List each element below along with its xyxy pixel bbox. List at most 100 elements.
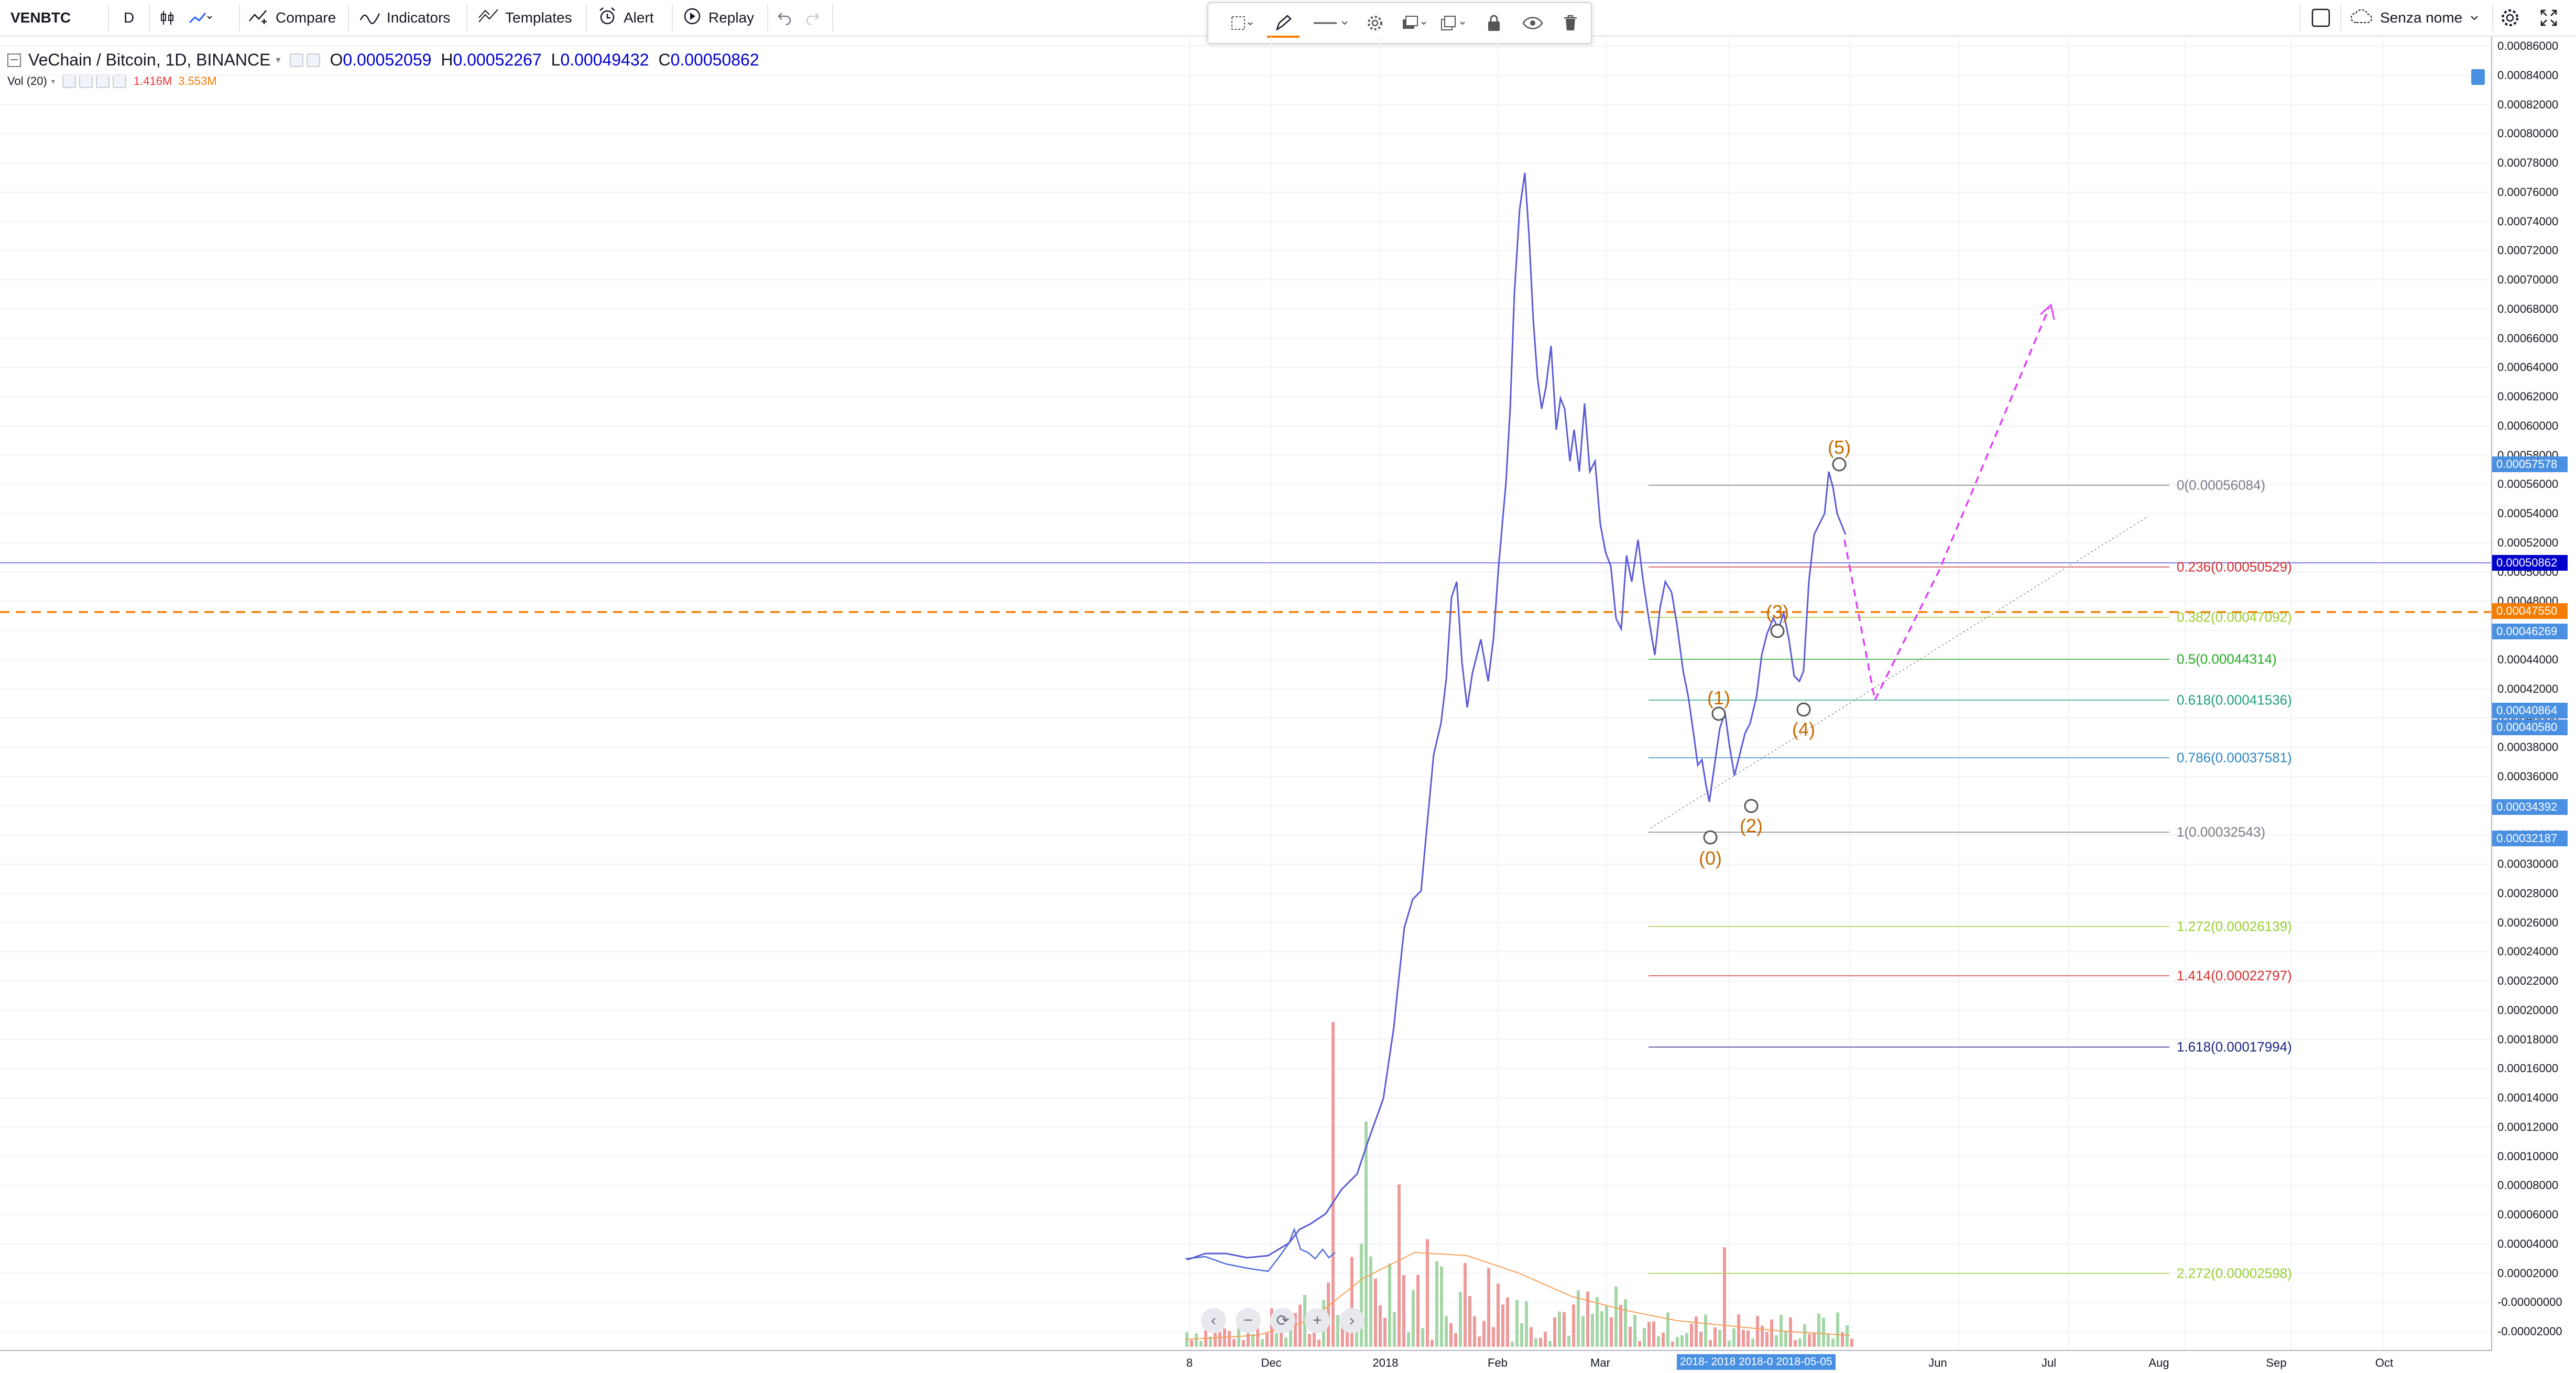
series-title[interactable]: VeChain / Bitcoin, 1D, BINANCE [28, 50, 271, 69]
volume-bar [1421, 1328, 1424, 1347]
wave-point-handle[interactable] [1832, 457, 1847, 472]
time-axis[interactable]: 2018- 2018 2018-0 2018-05-05 8 Dec 2018 Feb… [0, 1350, 2491, 1373]
wave-point-handle[interactable] [1744, 799, 1759, 813]
trash-icon[interactable] [1557, 10, 1584, 36]
legend-gear-icon[interactable] [307, 53, 321, 67]
volume-bar [1209, 1336, 1212, 1347]
interval-button[interactable]: D [124, 9, 135, 26]
volume-title[interactable]: Vol (20) [7, 74, 47, 88]
volume-bar [1431, 1339, 1434, 1347]
volume-bar [1426, 1239, 1429, 1347]
price-tick-label: 0.00018000 [2497, 1032, 2559, 1046]
price-badge: 0.00032187 [2492, 831, 2568, 846]
zoom-out-icon[interactable]: − [1236, 1308, 1261, 1333]
fib-retracement[interactable] [1649, 485, 2169, 1274]
compare-button[interactable]: Compare [248, 0, 336, 36]
clone-icon[interactable] [1437, 10, 1470, 36]
volume-bar [1718, 1330, 1721, 1347]
indicators-button[interactable]: Indicators [359, 0, 450, 36]
volume-gear-icon[interactable] [79, 74, 93, 88]
legend-chevron-icon[interactable]: ▾ [51, 77, 55, 85]
volume-bar [1298, 1304, 1302, 1347]
fullscreen-icon[interactable] [2539, 0, 2558, 36]
legend-eye-icon[interactable] [290, 53, 304, 67]
wave-point-handle[interactable] [1711, 706, 1726, 721]
volume-bar [1383, 1317, 1387, 1347]
chart-style-line-icon[interactable] [189, 0, 212, 36]
volume-bar [1412, 1290, 1415, 1347]
volume-bar [1336, 1315, 1339, 1347]
gear-icon[interactable] [1361, 10, 1389, 36]
fib-level-label: 0(0.00056084) [2177, 477, 2266, 493]
legend-chevron-icon[interactable]: ▾ [276, 55, 281, 65]
volume-more-icon[interactable] [112, 74, 126, 88]
volume-bar [1817, 1313, 1820, 1347]
volume-bar [1237, 1323, 1240, 1347]
wave-point-handle[interactable] [1796, 702, 1811, 717]
toolbar-divider [239, 4, 240, 31]
time-tick-label: 8 [1186, 1356, 1193, 1369]
undo-icon[interactable] [777, 0, 792, 36]
lock-icon[interactable] [1481, 10, 1507, 36]
symbol-search[interactable]: VENBTC [10, 9, 71, 26]
trend-line[interactable] [1650, 516, 2149, 829]
price-badge: 0.00040864 [2492, 703, 2568, 718]
zoom-in-icon[interactable]: + [1305, 1308, 1330, 1333]
scroll-right-icon[interactable]: › [1339, 1308, 1365, 1333]
volume-bar [1614, 1287, 1618, 1347]
gear-icon[interactable] [2499, 0, 2520, 36]
volume-bar [1398, 1184, 1401, 1347]
wave-point-handle[interactable] [1703, 830, 1718, 845]
comparison-line [1185, 1227, 1336, 1272]
projection-path[interactable] [1843, 308, 2050, 703]
volume-bar [1756, 1315, 1759, 1347]
layout-name-label: Senza nome [2380, 9, 2463, 26]
price-tick-label: -0.00000000 [2497, 1295, 2562, 1309]
redo-icon[interactable] [805, 0, 821, 36]
volume-bar [1798, 1338, 1802, 1347]
volume-bar [1492, 1327, 1495, 1347]
high-label: H [441, 50, 453, 69]
elliott-wave-points[interactable] [1703, 457, 1847, 845]
line-style-icon[interactable] [1311, 10, 1351, 36]
chart-pane[interactable] [0, 37, 2491, 1350]
reset-icon[interactable]: ⟳ [1270, 1308, 1295, 1333]
volume-bar [1563, 1312, 1566, 1347]
layout-square-icon[interactable] [2311, 0, 2331, 36]
replay-button[interactable]: Replay [682, 0, 754, 36]
volume-bar [1624, 1299, 1627, 1347]
alert-button[interactable]: Alert [597, 0, 654, 36]
price-tick-label: 0.00036000 [2497, 769, 2559, 783]
price-axis[interactable]: 0.00086000 0.00084000 0.00082000 0.00080000… [2491, 37, 2576, 1351]
price-tick-label: 0.00024000 [2497, 945, 2559, 958]
volume-bar [1445, 1316, 1448, 1347]
stack-order-icon[interactable] [1398, 10, 1432, 36]
volume-bar [1218, 1332, 1221, 1347]
price-tick-label: 0.00076000 [2497, 185, 2559, 199]
wave-label: (4) [1792, 718, 1815, 740]
selection-box-icon[interactable] [1227, 10, 1257, 36]
wave-point-handle[interactable] [1770, 624, 1785, 638]
volume-bar [1511, 1342, 1514, 1347]
toolbar-divider [466, 4, 467, 31]
object-tree-toggle-icon[interactable] [2471, 69, 2485, 85]
collapse-icon[interactable] [7, 53, 21, 67]
volume-bar [1803, 1324, 1806, 1347]
eye-icon[interactable] [1519, 10, 1547, 36]
high-value: 0.00052267 [453, 50, 542, 69]
layout-name-button[interactable]: Senza nome [2350, 0, 2479, 36]
toolbar-divider [767, 4, 768, 31]
volume-bar [1713, 1327, 1717, 1347]
cloud-icon [2350, 8, 2374, 28]
volume-bar [1841, 1332, 1844, 1347]
volume-bar [1567, 1335, 1570, 1347]
volume-bar [1633, 1315, 1636, 1347]
toolbar-divider [108, 4, 109, 31]
volume-bar [1548, 1341, 1552, 1347]
scroll-left-icon[interactable]: ‹ [1201, 1308, 1226, 1333]
templates-button[interactable]: Templates [478, 0, 572, 36]
pencil-color-icon[interactable] [1267, 10, 1300, 38]
price-tick-label: 0.00020000 [2497, 1003, 2559, 1017]
volume-value: 1.416M [133, 74, 172, 88]
candles-icon[interactable] [158, 0, 176, 36]
